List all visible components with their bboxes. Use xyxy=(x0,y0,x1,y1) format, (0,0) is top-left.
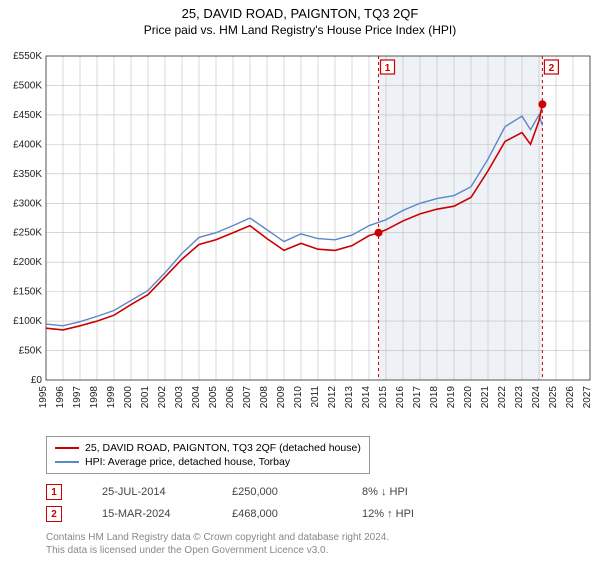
svg-text:2005: 2005 xyxy=(208,386,219,409)
svg-text:£350K: £350K xyxy=(13,169,42,180)
svg-text:£500K: £500K xyxy=(13,80,42,91)
svg-text:£0: £0 xyxy=(31,375,43,386)
svg-text:2016: 2016 xyxy=(395,386,406,409)
legend-row: 25, DAVID ROAD, PAIGNTON, TQ3 2QF (detac… xyxy=(55,441,361,455)
svg-text:£300K: £300K xyxy=(13,198,42,209)
sale-price: £250,000 xyxy=(232,486,322,498)
badge-num: 1 xyxy=(51,487,57,498)
svg-text:1999: 1999 xyxy=(106,386,117,409)
sale-price: £468,000 xyxy=(232,508,322,520)
legend: 25, DAVID ROAD, PAIGNTON, TQ3 2QF (detac… xyxy=(46,436,370,474)
legend-swatch xyxy=(55,461,79,463)
svg-text:2001: 2001 xyxy=(140,386,151,409)
svg-text:2022: 2022 xyxy=(497,386,508,409)
svg-text:1997: 1997 xyxy=(72,386,83,409)
svg-text:2011: 2011 xyxy=(310,386,321,408)
footer-line: Contains HM Land Registry data © Crown c… xyxy=(46,531,389,544)
svg-text:£150K: £150K xyxy=(13,287,42,298)
footer: Contains HM Land Registry data © Crown c… xyxy=(46,531,389,557)
svg-text:2014: 2014 xyxy=(361,386,372,409)
svg-text:2019: 2019 xyxy=(446,386,457,409)
svg-text:£450K: £450K xyxy=(13,110,42,121)
svg-text:2000: 2000 xyxy=(123,386,134,409)
sale-date: 15-MAR-2024 xyxy=(102,508,192,520)
svg-text:1995: 1995 xyxy=(38,386,49,409)
svg-text:2026: 2026 xyxy=(565,386,576,409)
svg-text:2021: 2021 xyxy=(480,386,491,409)
svg-text:2013: 2013 xyxy=(344,386,355,409)
svg-text:2009: 2009 xyxy=(276,386,287,409)
svg-text:£50K: £50K xyxy=(19,346,43,357)
svg-text:2002: 2002 xyxy=(157,386,168,409)
legend-row: HPI: Average price, detached house, Torb… xyxy=(55,455,361,469)
svg-text:2006: 2006 xyxy=(225,386,236,409)
sales-table: 1 25-JUL-2014 £250,000 8% ↓ HPI 2 15-MAR… xyxy=(46,481,452,525)
badge-num: 2 xyxy=(51,509,57,520)
svg-text:2008: 2008 xyxy=(259,386,270,409)
legend-label: 25, DAVID ROAD, PAIGNTON, TQ3 2QF (detac… xyxy=(85,442,361,454)
svg-text:2003: 2003 xyxy=(174,386,185,409)
sale-date: 25-JUL-2014 xyxy=(102,486,192,498)
sales-row: 1 25-JUL-2014 £250,000 8% ↓ HPI xyxy=(46,481,452,503)
svg-text:£200K: £200K xyxy=(13,257,42,268)
svg-text:2020: 2020 xyxy=(463,386,474,409)
chart-title: 25, DAVID ROAD, PAIGNTON, TQ3 2QF xyxy=(0,6,600,21)
svg-text:2012: 2012 xyxy=(327,386,338,409)
footer-line: This data is licensed under the Open Gov… xyxy=(46,544,389,557)
svg-text:2015: 2015 xyxy=(378,386,389,409)
svg-text:£250K: £250K xyxy=(13,228,42,239)
sales-row: 2 15-MAR-2024 £468,000 12% ↑ HPI xyxy=(46,503,452,525)
legend-swatch xyxy=(55,447,79,449)
svg-text:2024: 2024 xyxy=(531,386,542,409)
sale-badge: 2 xyxy=(46,506,62,522)
chart-area: £0 £50K £100K £150K £200K £250K £300K £350K £400… xyxy=(0,50,600,430)
chart-svg: £0 £50K £100K £150K £200K £250K £300K £350K £400… xyxy=(0,50,600,430)
root: 25, DAVID ROAD, PAIGNTON, TQ3 2QF Price … xyxy=(0,6,600,566)
svg-text:£100K: £100K xyxy=(13,316,42,327)
sale-delta: 12% ↑ HPI xyxy=(362,508,452,520)
svg-text:1998: 1998 xyxy=(89,386,100,409)
svg-text:2: 2 xyxy=(549,63,555,74)
svg-text:1996: 1996 xyxy=(55,386,66,409)
svg-text:£400K: £400K xyxy=(13,139,42,150)
svg-text:2027: 2027 xyxy=(582,386,593,409)
svg-text:2004: 2004 xyxy=(191,386,202,409)
svg-text:2025: 2025 xyxy=(548,386,559,409)
svg-text:2010: 2010 xyxy=(293,386,304,409)
chart-subtitle: Price paid vs. HM Land Registry's House … xyxy=(0,23,600,37)
svg-text:2007: 2007 xyxy=(242,386,253,409)
sale-badge: 1 xyxy=(46,484,62,500)
svg-text:£550K: £550K xyxy=(13,51,42,62)
svg-text:2017: 2017 xyxy=(412,386,423,409)
svg-text:1: 1 xyxy=(385,63,391,74)
svg-text:2018: 2018 xyxy=(429,386,440,409)
legend-label: HPI: Average price, detached house, Torb… xyxy=(85,456,290,468)
svg-text:2023: 2023 xyxy=(514,386,525,409)
sale-delta: 8% ↓ HPI xyxy=(362,486,452,498)
